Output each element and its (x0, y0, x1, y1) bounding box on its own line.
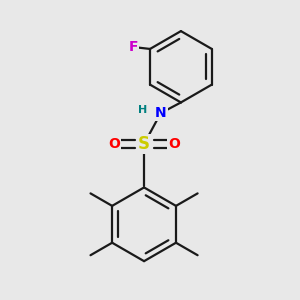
Text: O: O (168, 137, 180, 151)
Text: S: S (138, 135, 150, 153)
Text: F: F (129, 40, 138, 55)
Text: O: O (108, 137, 120, 151)
Text: H: H (138, 105, 148, 115)
Text: N: N (155, 106, 167, 120)
